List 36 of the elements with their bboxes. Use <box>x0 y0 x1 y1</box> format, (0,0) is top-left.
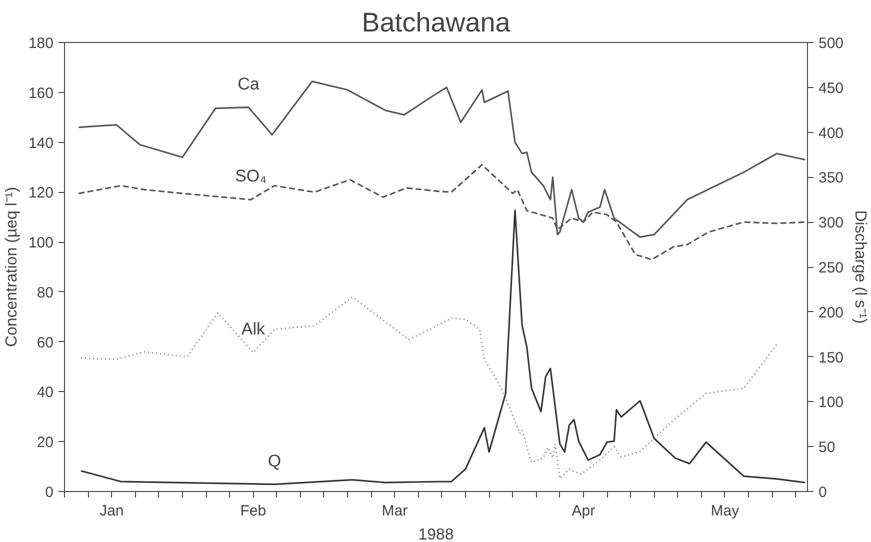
series-label: Q <box>268 451 282 470</box>
y-tick-label: 100 <box>28 234 54 252</box>
series-label: Alk <box>241 320 266 339</box>
y2-tick-label: 0 <box>818 484 827 501</box>
y2-tick-label: 350 <box>818 170 844 187</box>
x-tick-label: Apr <box>572 502 596 520</box>
line-series <box>80 210 806 486</box>
y-tick-label: 60 <box>36 334 54 352</box>
chart-title: Batchawana <box>362 8 512 38</box>
y-tick-label: 0 <box>45 484 54 501</box>
y2-tick-label: 250 <box>818 260 844 276</box>
y-tick-label: 120 <box>28 184 54 202</box>
y-tick-label: 20 <box>36 434 54 452</box>
y-tick-label: 180 <box>28 35 54 52</box>
y2-tick-label: 400 <box>818 124 844 142</box>
y2-axis-title: Discharge (l s⁻¹) <box>852 210 869 324</box>
y-axis-title: Concentration (µeq l⁻¹) <box>3 186 20 348</box>
y-tick-label: 140 <box>28 134 54 152</box>
x-tick-label: Mar <box>382 502 408 520</box>
series-label: Ca <box>238 74 260 94</box>
y2-tick-label: 450 <box>818 80 844 97</box>
y2-tick-label: 500 <box>818 35 844 52</box>
x-tick-label: May <box>710 502 740 520</box>
x-tick-label: Feb <box>240 502 266 520</box>
y-tick-label: 40 <box>36 384 54 402</box>
line-series <box>80 296 778 480</box>
y2-tick-label: 200 <box>818 304 844 322</box>
x-axis-title: 1988 <box>418 526 454 542</box>
series-label: SO₄ <box>235 166 267 186</box>
y2-tick-label: 50 <box>818 439 836 456</box>
y-tick-label: 160 <box>28 84 54 102</box>
x-tick-label: Jan <box>100 502 124 520</box>
y-tick-label: 80 <box>36 284 54 302</box>
y2-tick-label: 150 <box>818 349 844 366</box>
y2-tick-label: 100 <box>818 394 844 412</box>
y2-tick-label: 300 <box>818 214 844 232</box>
